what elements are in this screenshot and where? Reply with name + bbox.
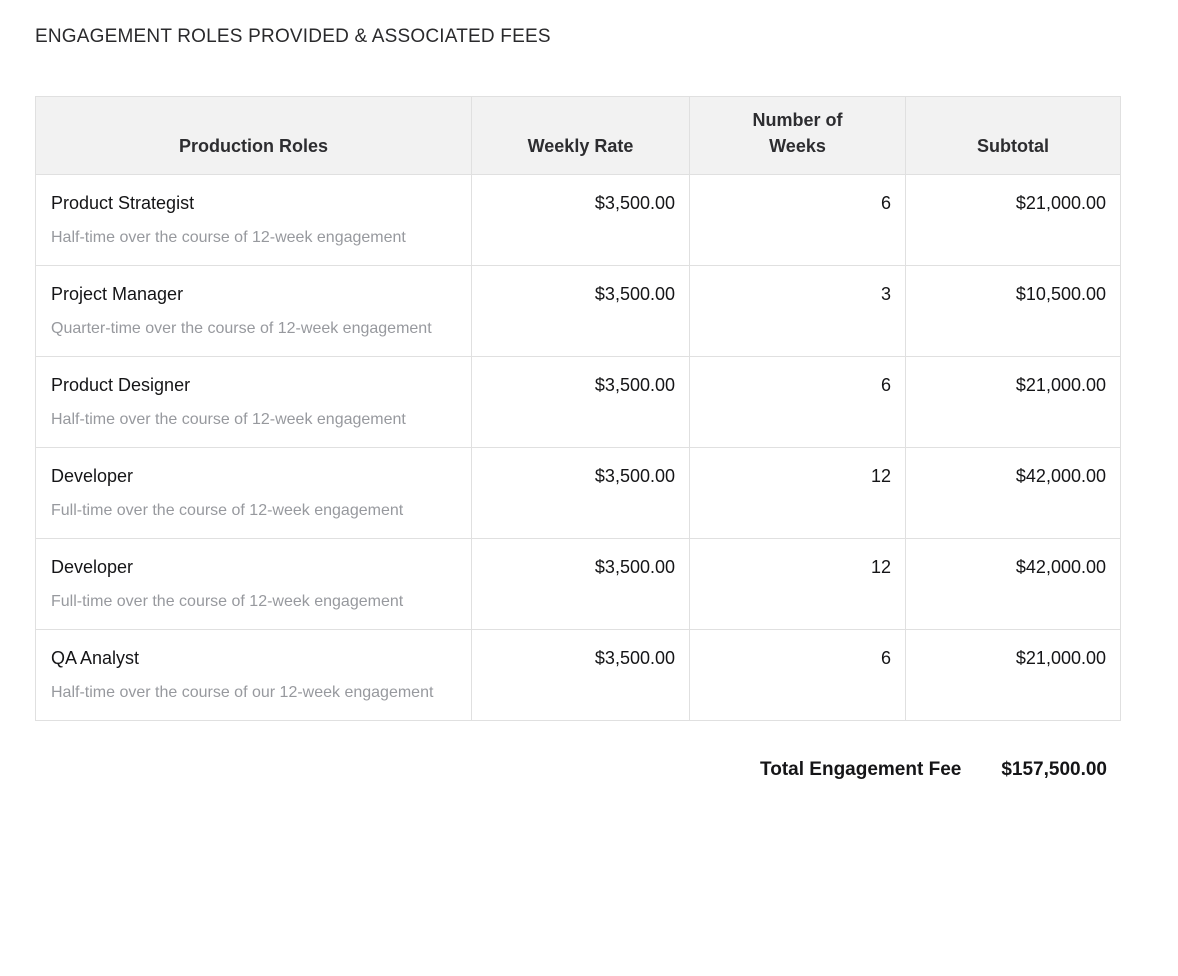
table-row: Developer Full-time over the course of 1… [35, 447, 1121, 539]
role-description: Full-time over the course of 12-week eng… [51, 502, 404, 519]
weeks-cell: 12 [689, 447, 906, 539]
role-cell: Developer Full-time over the course of 1… [35, 538, 472, 630]
fees-table: Production Roles Weekly Rate Number of W… [35, 96, 1121, 721]
header-production-roles-label: Production Roles [178, 136, 328, 156]
header-subtotal: Subtotal [905, 96, 1121, 175]
weekly-rate-cell: $3,500.00 [471, 629, 690, 721]
header-subtotal-label: Subtotal [977, 136, 1049, 156]
weekly-rate-cell: $3,500.00 [471, 174, 690, 266]
subtotal-cell: $42,000.00 [905, 447, 1121, 539]
role-description: Half-time over the course of 12-week eng… [51, 229, 406, 246]
role-name: Developer [51, 466, 134, 486]
total-value: $157,500.00 [1001, 759, 1107, 780]
page-title: ENGAGEMENT ROLES PROVIDED & ASSOCIATED F… [35, 26, 551, 47]
role-name: Project Manager [51, 284, 184, 304]
weeks-cell: 3 [689, 265, 906, 357]
header-number-of-weeks-label: Number of Weeks [752, 110, 843, 156]
table-row: Product Strategist Half-time over the co… [35, 174, 1121, 266]
weekly-rate-cell: $3,500.00 [471, 538, 690, 630]
subtotal-cell: $21,000.00 [905, 174, 1121, 266]
role-cell: Project Manager Quarter-time over the co… [35, 265, 472, 357]
subtotal-cell: $21,000.00 [905, 356, 1121, 448]
total-row: Total Engagement Fee $157,500.00 [35, 759, 1120, 781]
role-description: Half-time over the course of our 12-week… [51, 684, 434, 701]
role-cell: Product Designer Half-time over the cour… [35, 356, 472, 448]
role-name: QA Analyst [51, 648, 140, 668]
subtotal-cell: $10,500.00 [905, 265, 1121, 357]
weeks-cell: 6 [689, 356, 906, 448]
weekly-rate-cell: $3,500.00 [471, 265, 690, 357]
role-description: Full-time over the course of 12-week eng… [51, 593, 404, 610]
weeks-cell: 6 [689, 629, 906, 721]
role-cell: QA Analyst Half-time over the course of … [35, 629, 472, 721]
subtotal-cell: $42,000.00 [905, 538, 1121, 630]
header-number-of-weeks: Number of Weeks [689, 96, 906, 175]
header-production-roles: Production Roles [35, 96, 472, 175]
role-description: Quarter-time over the course of 12-week … [51, 320, 432, 337]
role-cell: Developer Full-time over the course of 1… [35, 447, 472, 539]
role-name: Product Designer [51, 375, 191, 395]
role-cell: Product Strategist Half-time over the co… [35, 174, 472, 266]
total-label: Total Engagement Fee [760, 759, 962, 780]
table-row: Product Designer Half-time over the cour… [35, 356, 1121, 448]
weekly-rate-cell: $3,500.00 [471, 447, 690, 539]
weeks-cell: 6 [689, 174, 906, 266]
role-name: Product Strategist [51, 193, 195, 213]
role-name: Developer [51, 557, 134, 577]
header-weekly-rate: Weekly Rate [471, 96, 690, 175]
role-description: Half-time over the course of 12-week eng… [51, 411, 406, 428]
table-row: Developer Full-time over the course of 1… [35, 538, 1121, 630]
weeks-cell: 12 [689, 538, 906, 630]
header-weekly-rate-label: Weekly Rate [527, 136, 634, 156]
table-row: QA Analyst Half-time over the course of … [35, 629, 1121, 721]
table-row: Project Manager Quarter-time over the co… [35, 265, 1121, 357]
subtotal-cell: $21,000.00 [905, 629, 1121, 721]
weekly-rate-cell: $3,500.00 [471, 356, 690, 448]
table-header-row: Production Roles Weekly Rate Number of W… [35, 96, 1121, 175]
